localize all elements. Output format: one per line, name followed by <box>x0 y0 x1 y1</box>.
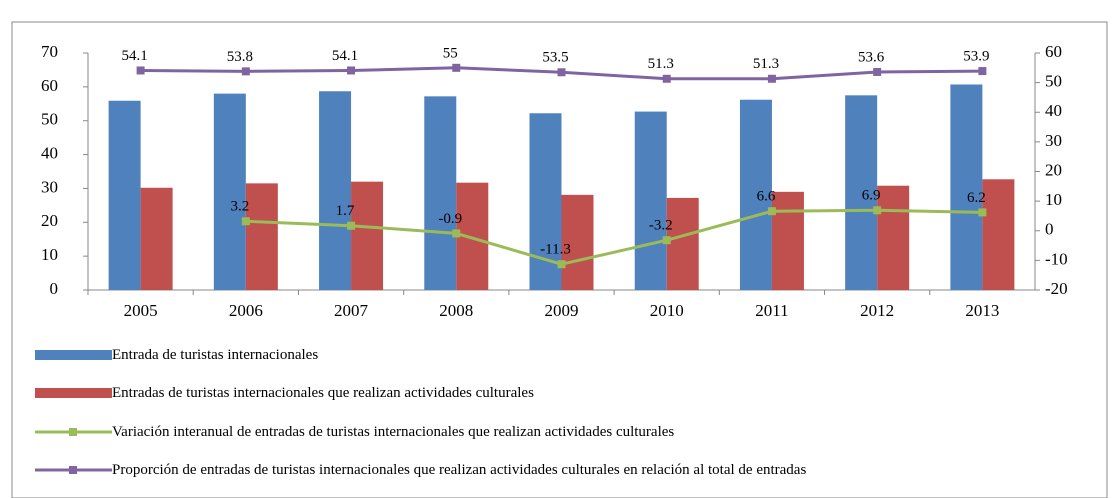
legend-swatch <box>35 350 112 360</box>
marker <box>557 68 566 77</box>
y-tick-label: 50 <box>41 110 58 129</box>
bar <box>561 194 594 290</box>
marker <box>873 206 882 215</box>
y2-tick-label: 60 <box>1045 42 1062 61</box>
marker <box>347 221 356 230</box>
marker <box>347 66 356 75</box>
x-tick-label: 2010 <box>650 301 684 320</box>
data-label: 53.6 <box>858 49 885 65</box>
y2-tick-label: -10 <box>1045 249 1068 268</box>
legend-marker <box>69 428 77 436</box>
data-label: 6.2 <box>967 190 986 206</box>
y2-tick-label: 0 <box>1045 220 1054 239</box>
data-label: 53.8 <box>227 49 253 65</box>
marker <box>662 74 671 83</box>
x-tick-label: 2011 <box>755 301 788 320</box>
y2-tick-label: 20 <box>1045 160 1062 179</box>
x-tick-label: 2007 <box>334 301 369 320</box>
bar <box>140 187 173 290</box>
y-tick-label: 60 <box>41 76 58 95</box>
y-tick-label: 30 <box>41 177 58 196</box>
marker <box>452 63 461 72</box>
marker <box>978 67 987 76</box>
y-tick-label: 40 <box>41 143 58 162</box>
data-label: 51.3 <box>648 56 674 72</box>
bar <box>108 100 141 290</box>
bar <box>666 197 699 290</box>
bar <box>982 179 1015 290</box>
bar <box>845 95 878 290</box>
marker <box>136 66 145 75</box>
legend-label: Proporción de entradas de turistas inter… <box>112 462 807 478</box>
bar <box>351 181 384 290</box>
marker <box>662 236 671 245</box>
x-tick-label: 2012 <box>860 301 894 320</box>
marker <box>873 67 882 76</box>
chart-frame <box>11 21 1108 498</box>
x-tick-label: 2009 <box>545 301 579 320</box>
y-tick-label: 10 <box>41 245 58 264</box>
data-label: 54.1 <box>121 48 147 64</box>
data-label: 53.9 <box>963 49 989 65</box>
line <box>245 208 983 266</box>
data-label: 51.3 <box>753 56 779 72</box>
x-tick-label: 2006 <box>229 301 263 320</box>
data-label: -3.2 <box>649 218 673 234</box>
data-label: -11.3 <box>540 242 571 258</box>
legend-label: Variación interanual de entradas de turi… <box>112 424 675 440</box>
legend-label: Entradas de turistas internacionales que… <box>112 385 534 401</box>
y-tick-label: 70 <box>41 42 58 61</box>
x-tick-label: 2008 <box>439 301 473 320</box>
data-label: 54.1 <box>332 48 358 64</box>
legend-marker <box>69 466 77 474</box>
data-label: 1.7 <box>336 203 355 219</box>
data-label: 6.6 <box>757 189 776 205</box>
y2-tick-label: 50 <box>1045 72 1062 91</box>
y2-tick-label: 40 <box>1045 101 1062 120</box>
bar <box>245 183 278 290</box>
data-label: 3.2 <box>230 199 249 215</box>
bar <box>319 91 352 290</box>
legend-swatch <box>35 388 112 398</box>
x-tick-label: 2005 <box>124 301 158 320</box>
y2-tick-label: 30 <box>1045 131 1062 150</box>
x-tick-label: 2013 <box>965 301 999 320</box>
marker <box>452 229 461 238</box>
marker <box>241 67 250 76</box>
y2-tick-label: 10 <box>1045 190 1062 209</box>
data-label: 53.5 <box>542 50 568 66</box>
marker <box>241 217 250 226</box>
marker <box>767 207 776 216</box>
y-tick-label: 0 <box>50 279 59 298</box>
bar <box>739 99 772 290</box>
bar <box>634 111 667 290</box>
data-label: 6.9 <box>862 188 881 204</box>
bar <box>950 84 983 290</box>
data-label: 55 <box>443 45 458 61</box>
bar <box>424 96 457 290</box>
bar <box>771 191 804 290</box>
legend-label: Entrada de turistas internacionales <box>112 347 319 363</box>
bar <box>877 185 910 290</box>
marker <box>557 260 566 269</box>
bar <box>213 93 246 290</box>
y-tick-label: 20 <box>41 211 58 230</box>
marker <box>978 208 987 217</box>
marker <box>767 74 776 83</box>
y2-tick-label: -20 <box>1045 279 1068 298</box>
data-label: -0.9 <box>438 211 462 227</box>
